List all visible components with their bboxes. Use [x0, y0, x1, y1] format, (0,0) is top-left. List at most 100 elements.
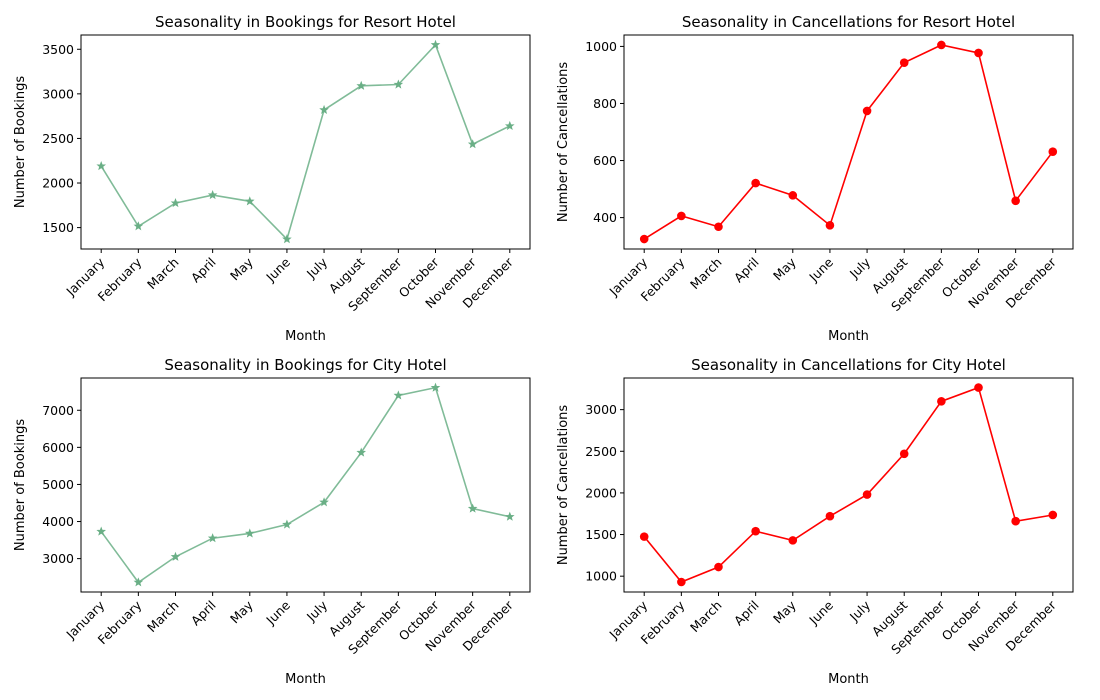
y-tick-label: 3000	[42, 551, 74, 566]
y-tick-label: 5000	[42, 477, 74, 492]
data-point	[937, 397, 946, 406]
data-point	[393, 79, 404, 89]
data-point	[170, 198, 181, 208]
y-tick-label: 3000	[585, 402, 617, 417]
data-point	[1048, 510, 1058, 520]
y-tick-label: 1500	[585, 527, 617, 542]
data-point	[282, 519, 292, 529]
data-point	[1011, 196, 1020, 206]
axes-frame	[623, 34, 1074, 250]
y-tick-label: 600	[593, 153, 617, 168]
data-point	[96, 161, 106, 171]
y-tick-label: 2500	[42, 131, 74, 146]
data-point	[788, 536, 798, 545]
data-point	[899, 449, 909, 459]
data-point	[788, 191, 798, 200]
x-tick-label: July	[303, 597, 331, 625]
data-point	[356, 80, 367, 90]
axes-frame	[623, 377, 1074, 593]
subplot-2: Seasonality in Cancellations for Resort …	[556, 13, 1074, 344]
y-tick-label: 800	[593, 96, 617, 111]
data-point	[862, 490, 872, 499]
y-axis-label: Number of Bookings	[13, 419, 28, 551]
x-tick-label: July	[303, 254, 331, 282]
data-point	[430, 39, 441, 49]
series-line	[643, 44, 1054, 240]
data-point	[356, 447, 367, 457]
data-point	[505, 120, 515, 131]
data-point	[170, 551, 181, 561]
y-tick-label: 4000	[42, 514, 74, 529]
data-point	[974, 48, 983, 58]
data-point	[714, 562, 723, 572]
y-tick-label: 3500	[42, 42, 74, 57]
x-tick-label: May	[227, 254, 256, 283]
y-tick-label: 2000	[585, 485, 617, 500]
data-point	[677, 211, 686, 221]
x-axis-label: Month	[828, 329, 869, 344]
data-point	[319, 497, 329, 507]
x-axis-label: Month	[828, 672, 869, 687]
x-axis-label: Month	[285, 329, 326, 344]
data-point	[244, 196, 255, 206]
subplot-4: Seasonality in Cancellations for City Ho…	[556, 356, 1074, 687]
data-point	[825, 511, 835, 521]
y-tick-label: 1000	[585, 569, 617, 584]
data-point	[639, 234, 649, 244]
data-point	[1011, 516, 1020, 526]
x-tick-label: March	[687, 598, 725, 636]
y-axis-label: Number of Bookings	[13, 76, 28, 208]
y-axis-label: Number of Cancellations	[556, 62, 571, 223]
x-tick-label: May	[770, 254, 799, 283]
x-tick-label: April	[188, 598, 219, 629]
x-tick-label: June	[262, 597, 293, 628]
x-tick-label: May	[770, 597, 799, 626]
chart-title: Seasonality in Bookings for Resort Hotel	[155, 13, 456, 31]
data-point	[825, 221, 835, 230]
data-point	[677, 577, 686, 587]
data-point	[639, 532, 649, 541]
x-tick-label: March	[144, 598, 182, 636]
data-point	[207, 190, 218, 200]
x-tick-label: April	[731, 598, 762, 629]
x-tick-label: March	[144, 255, 182, 293]
data-point	[207, 533, 218, 543]
y-tick-label: 400	[593, 210, 617, 225]
data-point	[244, 528, 255, 538]
chart-title: Seasonality in Cancellations for Resort …	[682, 13, 1015, 31]
subplot-1: Seasonality in Bookings for Resort Hotel…	[13, 13, 531, 344]
data-point	[937, 40, 946, 50]
subplot-3: Seasonality in Bookings for City Hotel 30…	[13, 356, 531, 687]
y-axis-label: Number of Cancellations	[556, 405, 571, 566]
y-tick-label: 2000	[42, 176, 74, 191]
data-point	[430, 382, 441, 392]
x-tick-label: July	[846, 254, 874, 282]
x-tick-label: May	[227, 597, 256, 626]
x-tick-label: April	[731, 255, 762, 286]
data-point	[467, 139, 478, 149]
y-tick-label: 2500	[585, 444, 617, 459]
data-point	[467, 503, 478, 513]
data-point	[505, 511, 515, 521]
data-point	[1048, 147, 1058, 157]
x-tick-label: July	[846, 597, 874, 625]
y-tick-label: 1500	[42, 220, 74, 235]
x-tick-label: June	[805, 597, 836, 628]
data-point	[96, 526, 106, 536]
axes-frame	[80, 377, 531, 593]
chart-title: Seasonality in Bookings for City Hotel	[164, 356, 446, 374]
data-point	[133, 577, 144, 587]
data-point	[319, 104, 329, 114]
data-point	[751, 526, 760, 536]
axes-frame	[80, 34, 531, 250]
x-tick-label: June	[262, 254, 293, 285]
data-point	[133, 221, 144, 231]
data-point	[282, 234, 292, 244]
chart-title: Seasonality in Cancellations for City Ho…	[691, 356, 1006, 374]
data-point	[751, 178, 760, 188]
x-tick-label: June	[805, 254, 836, 285]
y-tick-label: 6000	[42, 440, 74, 455]
series-line	[100, 43, 511, 241]
x-tick-label: March	[687, 255, 725, 293]
